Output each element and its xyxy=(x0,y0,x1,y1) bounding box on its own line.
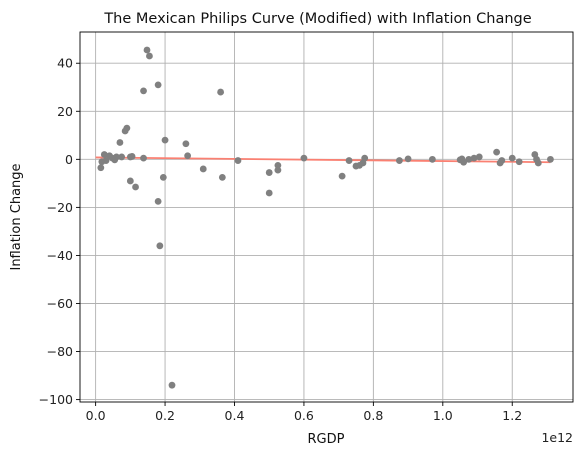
scatter-point xyxy=(460,158,468,166)
scatter-point xyxy=(404,155,412,163)
scatter-point xyxy=(182,140,190,148)
x-tick-label: 1.2 xyxy=(502,408,522,423)
scatter-point xyxy=(154,197,162,205)
scatter-point xyxy=(102,157,110,164)
scatter-point xyxy=(100,151,108,158)
scatter-point xyxy=(234,157,242,164)
y-tick-label: 0 xyxy=(65,152,73,167)
scatter-point xyxy=(428,155,436,163)
scatter-point xyxy=(113,153,120,161)
scatter-point xyxy=(274,166,282,174)
scatter-point xyxy=(143,46,151,54)
x-tick-label: 0.4 xyxy=(225,408,245,423)
scatter-point xyxy=(97,164,105,172)
scatter-point xyxy=(345,157,353,164)
scatter-point xyxy=(515,158,523,166)
x-tick-label: 0.0 xyxy=(86,408,106,423)
scatter-points xyxy=(97,46,554,389)
scatter-point xyxy=(126,177,134,185)
y-tick-label: −20 xyxy=(47,200,73,215)
scatter-point xyxy=(498,157,506,164)
y-tick-label: −60 xyxy=(47,296,73,311)
scatter-point xyxy=(508,154,516,162)
y-tick-label: −80 xyxy=(47,344,73,359)
scatter-point xyxy=(132,183,139,191)
scatter-point xyxy=(159,173,167,181)
scatter-point xyxy=(465,155,473,163)
scatter-point xyxy=(265,189,273,197)
scatter-point xyxy=(361,154,369,162)
grid xyxy=(80,32,573,402)
axis-ticks: 0.0 0.2 0.4 0.6 0.8 1.0 1.2 −100 −80 −60 −40 −20 0 20… xyxy=(39,56,523,423)
scatter-point xyxy=(123,124,131,132)
scatter-point xyxy=(128,153,136,160)
x-tick-label: 0.2 xyxy=(155,408,175,423)
chart-title: The Mexican Philips Curve (Modified) wit… xyxy=(103,11,531,27)
scatter-point xyxy=(140,154,147,162)
scatter-point xyxy=(396,157,403,164)
scatter-point xyxy=(154,81,162,89)
scatter-point xyxy=(218,173,226,181)
scatter-point xyxy=(140,87,147,95)
scatter-point xyxy=(338,172,346,180)
x-tick-label: 0.6 xyxy=(294,408,314,423)
plot-frame xyxy=(79,31,574,403)
y-tick-label: 40 xyxy=(57,56,73,71)
scatter-point xyxy=(493,148,501,156)
scatter-point xyxy=(116,139,124,146)
x-tick-label: 0.8 xyxy=(363,408,383,423)
scatter-point xyxy=(168,381,176,389)
scatter-point xyxy=(146,52,153,60)
y-tick-label: 20 xyxy=(57,104,73,119)
x-axis-label: RGDP xyxy=(308,432,345,447)
scatter-point xyxy=(274,161,282,169)
scatter-point xyxy=(199,165,207,173)
scatter-point xyxy=(547,155,554,163)
scatter-point xyxy=(265,169,273,176)
scatter-point xyxy=(161,136,169,144)
scatter-point xyxy=(534,159,542,167)
x-tick-label: 1.0 xyxy=(433,408,453,423)
y-tick-label: −100 xyxy=(39,392,73,407)
scatter-point xyxy=(156,242,164,250)
scatter-point xyxy=(475,153,483,161)
scatter-point xyxy=(470,154,478,162)
y-tick-label: −40 xyxy=(47,248,73,263)
x-axis-offset-label: 1e12 xyxy=(541,430,573,445)
scatter-point xyxy=(184,152,192,160)
scatter-point xyxy=(118,153,126,161)
scatter-point xyxy=(300,154,308,162)
y-axis-label: Inflation Change xyxy=(9,163,24,270)
scatter-point xyxy=(217,88,225,96)
